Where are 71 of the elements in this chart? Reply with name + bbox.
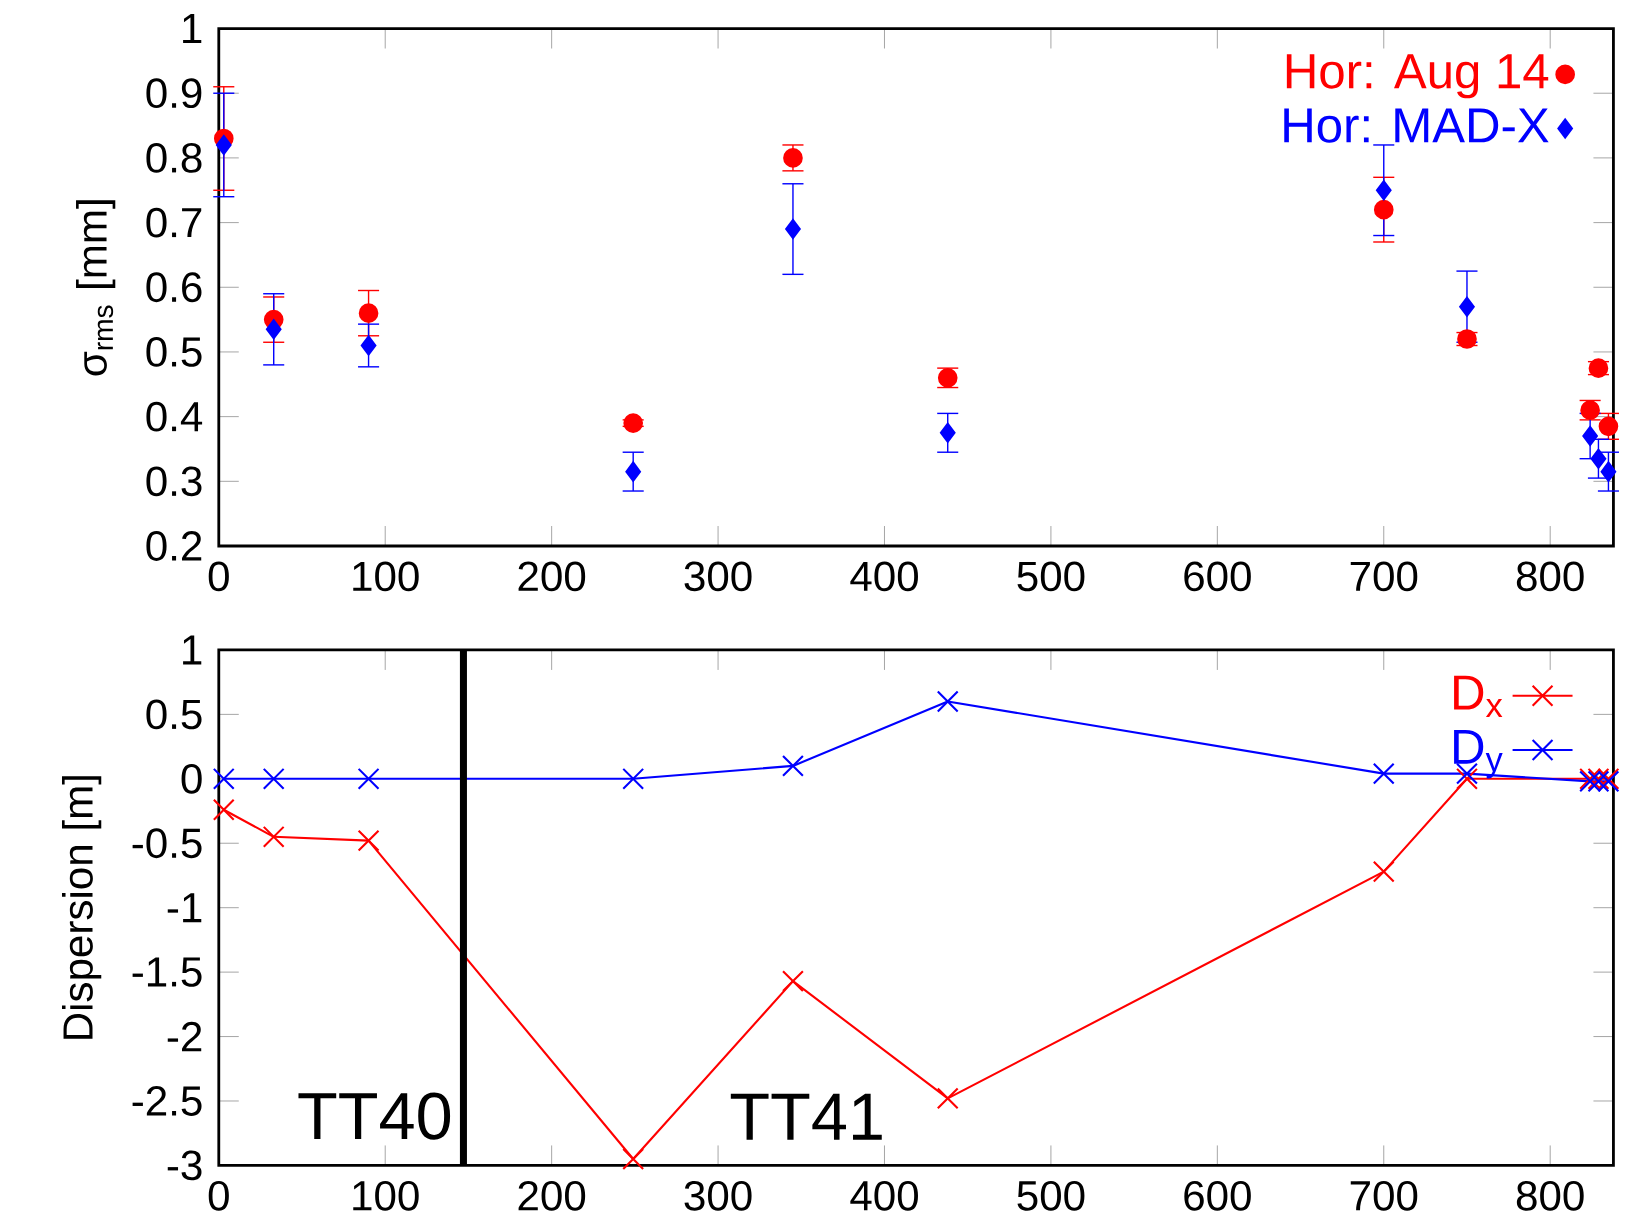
y-tick-label: -2.5 [132, 1085, 202, 1116]
y-tick-label: 0.5 [146, 336, 202, 367]
point [622, 1147, 645, 1170]
x-tick-label: 600 [1184, 561, 1251, 592]
y-tick-label: -3 [167, 1150, 202, 1181]
point [357, 767, 380, 790]
point [1459, 296, 1475, 317]
x-tick-label: 600 [1184, 1180, 1251, 1211]
point [1376, 180, 1392, 200]
point [262, 767, 285, 790]
x-tick-label: 700 [1350, 1180, 1418, 1211]
x-tick-label: 100 [353, 1180, 419, 1211]
point [940, 422, 956, 443]
y-tick-label: 0.7 [146, 207, 202, 238]
point [625, 461, 641, 482]
point [785, 219, 801, 239]
legend-label: Hor: Aug 14 [1286, 54, 1549, 99]
point [781, 969, 804, 992]
annotation: TT40 [298, 1092, 451, 1140]
point [1455, 767, 1478, 790]
point [622, 767, 645, 790]
point [357, 829, 380, 852]
y-tick-label: 1 [183, 13, 202, 43]
x-tick-label: 100 [353, 561, 419, 592]
point [358, 303, 379, 323]
y-tick-label: 0.9 [146, 78, 202, 108]
point [1372, 762, 1395, 785]
point [936, 1087, 959, 1110]
y-tick-label: 0.3 [146, 466, 202, 497]
x-tick-label: 800 [1516, 561, 1584, 592]
legend-label: Hor: MAD-X [1284, 108, 1549, 143]
point [781, 754, 804, 777]
x-tick-label: 400 [850, 561, 918, 592]
point [936, 690, 959, 713]
y-tick-label: -2 [167, 1021, 202, 1052]
x-tick-label: 300 [684, 561, 752, 592]
x-tick-label: 500 [1017, 1180, 1085, 1211]
y-tick-label: -1.5 [132, 957, 202, 987]
point [360, 335, 377, 356]
y-tick-label: 1 [183, 635, 202, 665]
y-tick-label: 0.5 [146, 699, 202, 730]
point [265, 319, 282, 339]
y-tick-label: 0.4 [146, 401, 203, 432]
point [1372, 860, 1395, 883]
y-axis-title: σ$_{rms}$ [mm] [76, 200, 116, 376]
x-tick-label: 200 [518, 1180, 586, 1211]
y-axis-title: Dispersion [m] [62, 775, 102, 1039]
x-tick-label: 200 [518, 561, 586, 592]
x-tick-label: 700 [1350, 561, 1418, 592]
y-tick-label: -1 [167, 893, 202, 923]
point [1455, 762, 1478, 785]
point [262, 825, 285, 848]
x-tick-label: 0 [208, 1180, 229, 1211]
x-tick-label: 300 [684, 1180, 752, 1211]
point [216, 134, 232, 155]
x-tick-label: 800 [1516, 1180, 1584, 1211]
y-tick-label: -0.5 [132, 828, 202, 858]
y-tick-label: 0.8 [146, 142, 202, 173]
x-tick-label: 400 [850, 1180, 918, 1211]
y-tick-label: 0.2 [146, 530, 202, 561]
legend-label: D$_{y}$ [1454, 729, 1503, 779]
x-tick-label: 500 [1017, 561, 1085, 592]
y-tick-label: 0 [181, 763, 202, 794]
y-tick-label: 0.6 [146, 272, 202, 302]
point [212, 798, 235, 821]
point [623, 413, 644, 433]
annotation: TT41 [730, 1093, 882, 1140]
point [1373, 199, 1394, 220]
point [212, 767, 235, 790]
x-tick-label: 0 [208, 561, 229, 592]
legend-label: D$_{x}$ [1454, 675, 1503, 717]
